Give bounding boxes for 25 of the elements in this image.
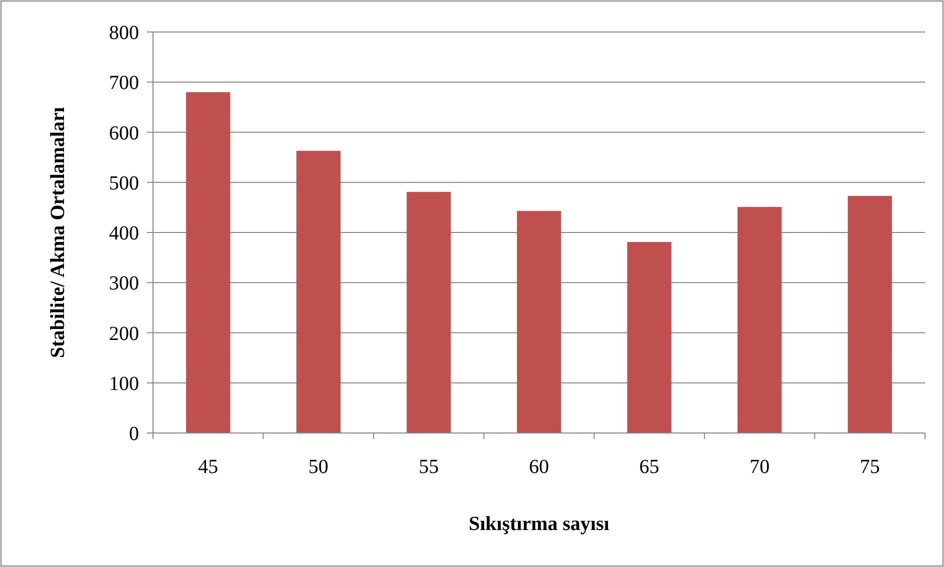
y-tick-label: 0 xyxy=(129,423,139,445)
bar xyxy=(516,210,562,433)
y-tick-label: 700 xyxy=(109,72,139,94)
x-axis-title: Sıkıştırma sayısı xyxy=(468,513,610,535)
y-tick-label: 300 xyxy=(109,272,139,295)
x-tick-label: 45 xyxy=(198,456,218,478)
x-tick-label: 75 xyxy=(860,456,880,478)
x-tick-label: 50 xyxy=(308,456,328,478)
y-tick-label: 200 xyxy=(109,322,139,345)
y-tick-label: 600 xyxy=(109,122,139,144)
y-axis-title: Stabilite/ Akma Ortalamaları xyxy=(47,106,69,358)
bar xyxy=(186,92,230,433)
bar xyxy=(848,196,892,433)
bar xyxy=(406,192,451,433)
y-tick-label: 100 xyxy=(109,372,139,395)
x-tick-label: 55 xyxy=(418,456,439,478)
bar xyxy=(738,206,782,433)
y-tick-label: 500 xyxy=(109,172,139,194)
x-tick-label: 65 xyxy=(639,456,660,478)
x-tick-label: 70 xyxy=(750,456,770,478)
x-tick-label: 60 xyxy=(529,456,549,478)
bar xyxy=(296,150,340,433)
y-tick-label: 800 xyxy=(109,22,139,44)
bar xyxy=(627,242,672,433)
y-tick-label: 400 xyxy=(109,222,139,244)
